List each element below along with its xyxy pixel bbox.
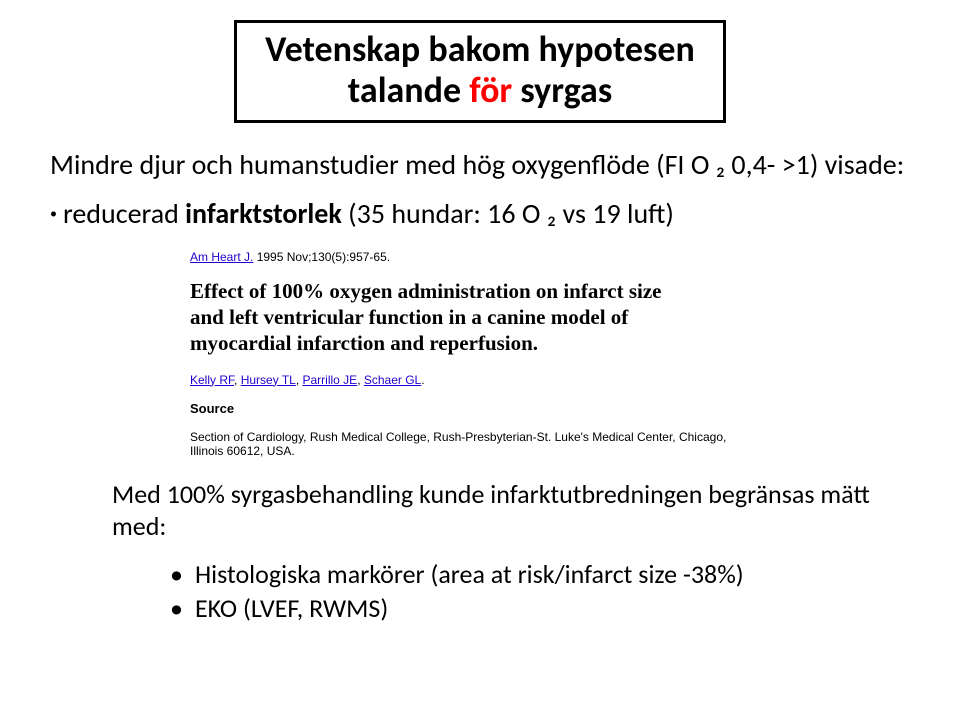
title-line-2: talande för syrgas bbox=[265, 70, 695, 111]
author-link-2[interactable]: Hursey TL bbox=[241, 373, 296, 387]
authors: Kelly RF, Hursey TL, Parrillo JE, Schaer… bbox=[190, 373, 910, 387]
author-link-4[interactable]: Schaer GL bbox=[364, 373, 421, 387]
bullet-infarct: • reducerad infarktstorlek (35 hundar: 1… bbox=[50, 196, 910, 232]
bullet-text-b: infarktstorlek bbox=[185, 196, 348, 231]
title-part-b: syrgas bbox=[512, 68, 612, 112]
paper-title: Effect of 100% oxygen administration on … bbox=[190, 278, 700, 357]
title-highlight: för bbox=[469, 68, 512, 112]
bullet-dot-icon: • bbox=[50, 196, 57, 232]
title-part-a: talande bbox=[348, 68, 469, 112]
bullet-text-a: reducerad bbox=[63, 196, 185, 231]
bullet-dot-icon: • bbox=[170, 558, 183, 590]
result-line: Med 100% syrgasbehandling kunde infarktu… bbox=[112, 478, 910, 542]
result-bullet-1: • Histologiska markörer (area at risk/in… bbox=[170, 558, 910, 590]
source-text: Section of Cardiology, Rush Medical Coll… bbox=[190, 430, 750, 458]
title-line-1: Vetenskap bakom hypotesen bbox=[265, 29, 695, 70]
source-label: Source bbox=[190, 401, 910, 416]
result-bullet-2-text: EKO (LVEF, RWMS) bbox=[195, 592, 388, 624]
title-box: Vetenskap bakom hypotesen talande för sy… bbox=[234, 20, 726, 123]
bullet-text-c: (35 hundar: 16 O ₂ vs 19 luft) bbox=[348, 196, 674, 231]
journal-rest: 1995 Nov;130(5):957-65. bbox=[253, 250, 390, 264]
slide: Vetenskap bakom hypotesen talande för sy… bbox=[0, 0, 960, 724]
citation-block: Am Heart J. 1995 Nov;130(5):957-65. Effe… bbox=[190, 250, 910, 458]
author-link-1[interactable]: Kelly RF bbox=[190, 373, 234, 387]
result-bullet-2: • EKO (LVEF, RWMS) bbox=[170, 592, 910, 624]
result-bullet-1-text: Histologiska markörer (area at risk/infa… bbox=[195, 558, 744, 590]
author-link-3[interactable]: Parrillo JE bbox=[303, 373, 358, 387]
bullet-dot-icon: • bbox=[170, 592, 183, 624]
result-bullets: • Histologiska markörer (area at risk/in… bbox=[170, 558, 910, 624]
journal-link[interactable]: Am Heart J. bbox=[190, 250, 253, 264]
citation-journal: Am Heart J. 1995 Nov;130(5):957-65. bbox=[190, 250, 910, 264]
subtitle: Mindre djur och humanstudier med hög oxy… bbox=[50, 147, 910, 182]
